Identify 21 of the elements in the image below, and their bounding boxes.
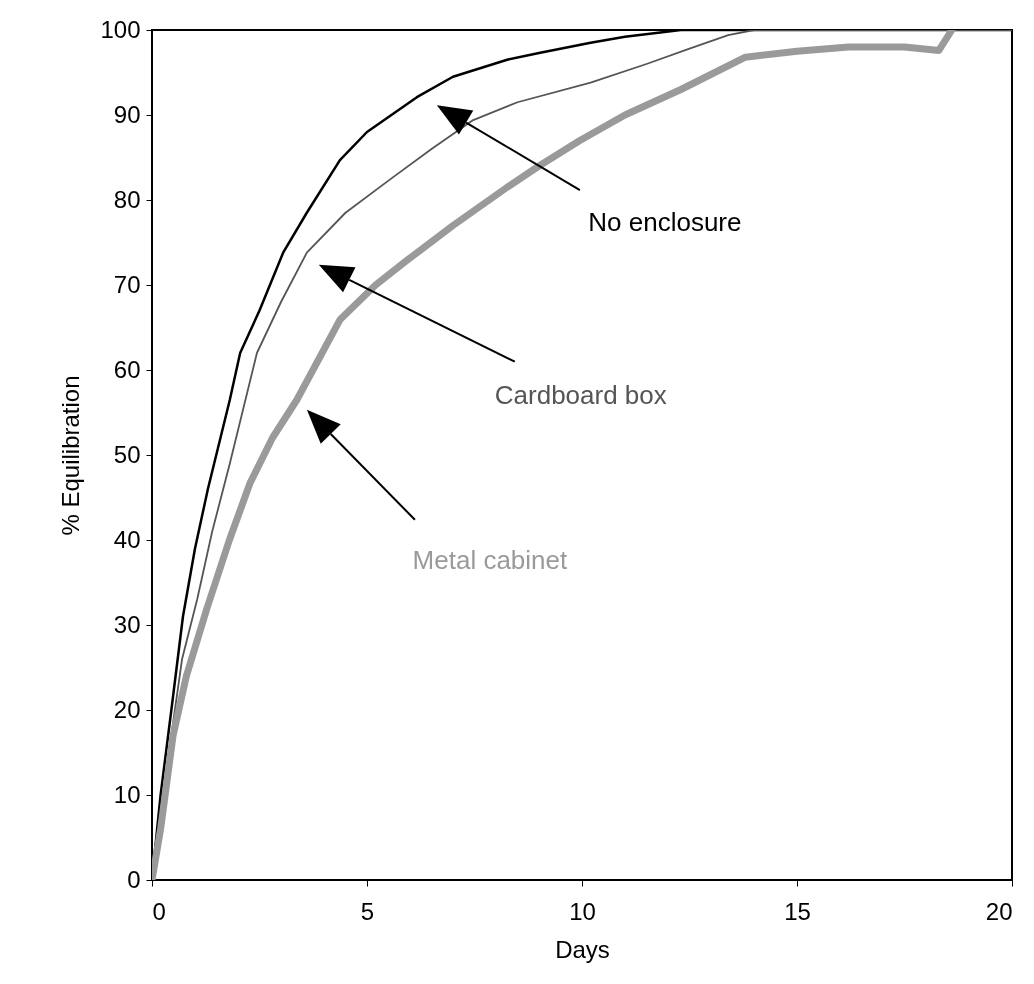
text: Metal cabinet [412,544,568,575]
text: Cardboard box [494,379,667,410]
y-tick-label: 40 [113,525,141,553]
x-tick-label: 5 [360,897,375,925]
x-tick-label: 15 [784,897,811,925]
x-tick-label: 0 [152,897,166,925]
y-tick-label: 50 [113,440,141,468]
y-axis-title: % Equilibration [57,375,85,536]
y-tick-label: 100 [100,15,141,43]
y-tick-label: 10 [113,780,141,808]
y-tick-label: 80 [113,185,141,213]
y-tick-label: 70 [113,270,141,298]
x-tick-label: 20 [985,897,1013,925]
text: No enclosure [588,207,742,238]
y-tick-label: 60 [113,355,141,383]
y-tick-label: 30 [113,610,141,638]
x-tick-label: 10 [569,897,596,925]
y-tick-label: 90 [113,100,141,128]
x-axis-title: Days [555,935,610,963]
y-tick-label: 20 [113,695,141,723]
y-tick-label: 0 [127,865,141,893]
